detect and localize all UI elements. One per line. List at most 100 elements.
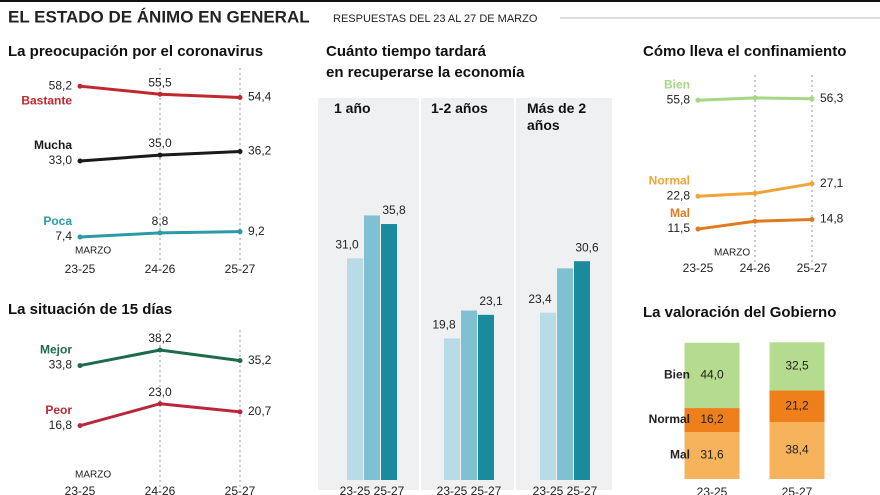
value-label: 33,8 (49, 358, 73, 372)
panel-title: Cuánto tiempo tardará (326, 43, 487, 60)
annotation: MARZO (75, 470, 111, 481)
x-tick-label: 25-27 (797, 261, 828, 275)
series-name: Normal (649, 412, 690, 426)
series-name: Bien (664, 368, 690, 382)
group-header-box: 1-2 años (431, 100, 488, 116)
group-header: Más de 2 años (527, 100, 587, 133)
bar-segment (684, 408, 740, 433)
value-label: 19,8 (432, 318, 456, 332)
x-tick-label: 23-25 (340, 484, 371, 495)
x-tick-label: 24-26 (145, 484, 176, 495)
value-label: 23,0 (148, 385, 172, 399)
point (237, 229, 243, 235)
group-header: 1 año (334, 100, 371, 116)
point (809, 216, 815, 222)
point (809, 181, 815, 187)
value-label: 23,1 (479, 294, 503, 308)
point (752, 218, 758, 224)
value-label: 58,2 (49, 78, 73, 92)
annotation: MARZO (75, 246, 111, 257)
value-label: 32,5 (785, 359, 809, 373)
value-label: 16,2 (700, 412, 724, 426)
point (77, 234, 83, 240)
series-name: Mejor (40, 343, 72, 357)
value-label: 33,0 (49, 153, 73, 167)
x-tick-label: 25-27 (374, 484, 405, 495)
x-tick-label: 25-27 (567, 484, 598, 495)
value-label: 38,2 (148, 331, 172, 345)
value-label: 31,6 (700, 448, 724, 462)
value-label: 35,2 (248, 353, 272, 367)
value-label: 11,5 (668, 221, 691, 235)
value-label: 38,4 (785, 443, 809, 457)
panel-title: La valoración del Gobierno (643, 304, 836, 321)
value-label: 56,3 (820, 91, 844, 105)
page-title: EL ESTADO DE ÁNIMO EN GENERAL (8, 7, 310, 26)
annotation: MARZO (714, 248, 750, 259)
value-label: 44,0 (700, 368, 724, 382)
value-label: 20,7 (248, 404, 272, 418)
bar (557, 268, 573, 480)
point (77, 158, 83, 164)
value-label: 14,8 (820, 212, 844, 226)
value-label: 8,8 (152, 214, 169, 228)
panel-title: La situación de 15 días (8, 301, 172, 318)
point (237, 409, 243, 415)
x-tick-label: 23-25 (65, 484, 96, 495)
bar-segment (684, 342, 740, 409)
x-tick-label: 25-27 (471, 484, 502, 495)
point (157, 91, 163, 97)
value-label: 9,2 (248, 224, 265, 238)
panel-title: Cómo lleva el confinamiento (643, 43, 846, 60)
series-name: Peor (45, 403, 72, 417)
x-tick-label: 23-25 (533, 484, 564, 495)
point (77, 423, 83, 429)
bar (478, 314, 494, 480)
point (77, 83, 83, 89)
value-label: 22,8 (667, 188, 691, 202)
value-label: 23,4 (528, 292, 552, 306)
bar-segment (769, 342, 825, 391)
series-name: Mal (670, 448, 690, 462)
point (237, 149, 243, 155)
series-name: Mucha (34, 138, 72, 152)
value-label: 55,5 (148, 75, 172, 89)
series-name: Mal (670, 206, 690, 220)
point (157, 401, 163, 407)
series-name: Poca (43, 214, 72, 228)
value-label: 31,0 (335, 238, 359, 252)
bar (461, 310, 477, 480)
value-label: 21,2 (785, 398, 809, 412)
value-label: 35,8 (382, 203, 406, 217)
point (695, 97, 701, 103)
value-label: 36,2 (248, 144, 272, 158)
value-label: 54,4 (248, 90, 272, 104)
point (237, 358, 243, 364)
value-label: 16,8 (49, 418, 73, 432)
bar (444, 338, 460, 480)
group-header-box: Más de 2 años (527, 100, 587, 133)
series-name: Bien (664, 77, 690, 91)
point (695, 193, 701, 199)
series-name: Normal (649, 173, 690, 187)
point (752, 95, 758, 101)
series-line (79, 402, 241, 428)
x-tick-label: 23-25 (65, 262, 96, 276)
bar-segment (684, 432, 740, 479)
value-label: 7,4 (55, 229, 72, 243)
bar (574, 261, 590, 480)
bar (381, 224, 397, 480)
value-label: 55,8 (667, 92, 691, 106)
panel-title: en recuperarse la economía (326, 64, 525, 81)
x-tick-label: 23-25 (683, 261, 714, 275)
point (695, 226, 701, 232)
group-header: 1-2 años (431, 100, 488, 116)
point (157, 347, 163, 353)
x-tick-label: 23-25 (697, 485, 728, 495)
value-label: 35,0 (148, 136, 172, 150)
bar (540, 312, 556, 480)
point (752, 190, 758, 196)
bar-segment (769, 390, 825, 423)
top-rule (0, 0, 880, 2)
